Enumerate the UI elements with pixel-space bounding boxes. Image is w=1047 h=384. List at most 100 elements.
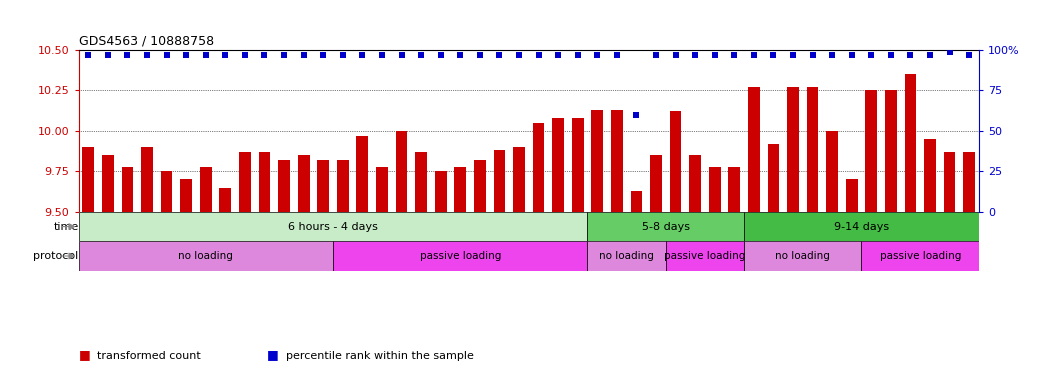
Bar [513,147,525,212]
Bar [592,110,603,212]
Bar [79,212,587,241]
Point [824,52,841,58]
Bar [200,167,211,212]
Bar [396,131,407,212]
Bar [866,90,877,212]
Bar [885,90,896,212]
Text: time: time [53,222,79,232]
Bar [454,167,466,212]
Bar [587,241,666,271]
Bar [533,123,544,212]
Text: ■: ■ [267,348,279,361]
Bar [376,167,387,212]
Bar [806,87,819,212]
Point [315,52,332,58]
Text: no loading: no loading [178,251,233,261]
Bar [709,167,720,212]
Point [471,52,488,58]
Text: protocol: protocol [34,251,79,261]
Point [588,52,605,58]
Text: passive loading: passive loading [420,251,500,261]
Bar [180,179,192,212]
Point [80,52,96,58]
Point [511,52,528,58]
Bar [748,87,760,212]
Point [198,52,215,58]
Text: transformed count: transformed count [97,351,201,361]
Point [178,52,195,58]
Bar [474,160,486,212]
Point [237,52,253,58]
Text: 9-14 days: 9-14 days [834,222,889,232]
Point [726,52,742,58]
Point [550,52,566,58]
Bar [297,155,310,212]
Bar [587,212,744,241]
Point [608,52,625,58]
Point [883,52,899,58]
Bar [141,147,153,212]
Point [745,52,762,58]
Text: passive loading: passive loading [664,251,745,261]
Bar [317,160,329,212]
Text: passive loading: passive loading [879,251,961,261]
Bar [905,74,916,212]
Bar [121,167,133,212]
Bar [925,139,936,212]
Bar [435,171,446,212]
Bar [630,191,642,212]
Point [295,52,312,58]
Bar [416,152,427,212]
Point [863,52,879,58]
Point [843,52,860,58]
Bar [963,152,975,212]
Bar [650,155,662,212]
Point [452,52,469,58]
Point [393,52,409,58]
Point [961,52,978,58]
Text: 6 hours - 4 days: 6 hours - 4 days [288,222,378,232]
Point [921,52,938,58]
Text: 5-8 days: 5-8 days [642,222,690,232]
Point [667,52,684,58]
Point [432,52,449,58]
Bar [943,152,956,212]
Bar [333,241,587,271]
Point [765,52,782,58]
Bar [552,118,564,212]
Text: GDS4563 / 10888758: GDS4563 / 10888758 [79,34,214,47]
Bar [161,171,173,212]
Bar [729,167,740,212]
Point [275,52,292,58]
Point [217,52,233,58]
Point [257,52,273,58]
Bar [862,241,979,271]
Point [707,52,723,58]
Bar [79,241,333,271]
Point [491,52,508,58]
Bar [787,87,799,212]
Point [334,52,351,58]
Point [804,52,821,58]
Bar [689,155,701,212]
Point [628,112,645,118]
Bar [744,212,979,241]
Bar [279,160,290,212]
Point [570,52,586,58]
Text: percentile rank within the sample: percentile rank within the sample [286,351,473,361]
Text: ■: ■ [79,348,90,361]
Point [903,52,919,58]
Point [158,52,175,58]
Bar [572,118,583,212]
Point [119,52,136,58]
Bar [220,187,231,212]
Point [354,52,371,58]
Bar [767,144,779,212]
Bar [337,160,349,212]
Bar [102,155,114,212]
Text: no loading: no loading [776,251,830,261]
Point [374,52,391,58]
Bar [670,111,682,212]
Point [784,52,801,58]
Bar [239,152,251,212]
